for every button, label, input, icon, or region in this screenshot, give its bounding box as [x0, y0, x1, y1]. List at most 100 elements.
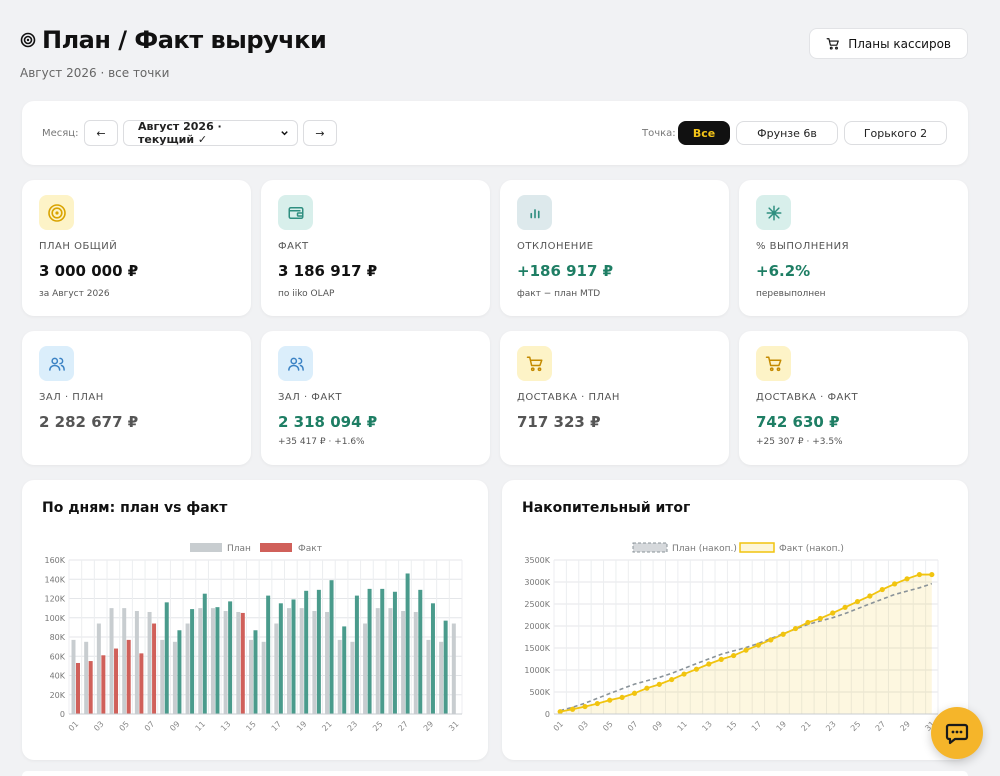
chat-icon: [945, 723, 969, 745]
bar-plan: [299, 608, 304, 714]
bar-fact: [329, 580, 334, 714]
bar-plan: [147, 611, 152, 714]
legend-label-plan: План: [227, 544, 251, 554]
bar-fact: [152, 623, 157, 714]
point-fact: [718, 656, 724, 662]
bar-fact: [177, 630, 182, 714]
month-label: Месяц:: [42, 128, 79, 139]
stat-sub: +35 417 ₽ · +1.6%: [278, 437, 365, 447]
x-tick-label: 17: [270, 719, 284, 733]
x-tick-label: 05: [117, 719, 131, 733]
stat-label: ЗАЛ · ФАКТ: [278, 392, 342, 403]
bar-fact: [443, 620, 448, 714]
y-tick-label: 100K: [44, 614, 65, 623]
y-tick-label: 500K: [529, 688, 550, 697]
stat-value: 742 630 ₽: [756, 413, 840, 431]
filter-bar: Месяц: ← Август 2026 · текущий ✓ → Точка…: [22, 101, 968, 165]
bar-plan: [274, 623, 279, 714]
point-fact: [768, 637, 774, 643]
point-fact: [644, 685, 650, 691]
x-tick-label: 19: [775, 719, 789, 733]
x-tick-label: 07: [143, 719, 157, 733]
point-tab-frunze[interactable]: Фрунзе 6в: [736, 121, 838, 145]
users-icon: [278, 346, 313, 381]
bar-fact: [126, 639, 131, 714]
bar-plan: [439, 641, 444, 714]
point-label: Точка:: [642, 128, 676, 139]
stat-card-plan-total: ПЛАН ОБЩИЙ 3 000 000 ₽ за Август 2026: [22, 180, 251, 316]
bar-fact: [88, 661, 93, 714]
bar-fact: [76, 662, 80, 714]
x-tick-label: 07: [626, 719, 640, 733]
stat-label: ДОСТАВКА · ПЛАН: [517, 392, 620, 403]
bar-fact: [228, 601, 233, 714]
x-tick-label: 05: [601, 719, 615, 733]
legend-label-fact: Факт: [298, 544, 322, 554]
bar-fact: [418, 589, 423, 714]
bar-plan: [172, 641, 177, 714]
bar-fact: [405, 573, 410, 714]
stat-value: 717 323 ₽: [517, 413, 601, 431]
stat-sub: по iiko OLAP: [278, 289, 335, 299]
y-tick-label: 120K: [44, 595, 65, 604]
point-fact: [892, 581, 898, 587]
point-fact: [743, 647, 749, 653]
point-tab-gorkogo[interactable]: Горького 2: [844, 121, 947, 145]
x-tick-label: 01: [67, 719, 81, 733]
point-fact: [780, 631, 786, 637]
x-tick-label: 15: [725, 719, 739, 733]
bar-fact: [291, 599, 296, 714]
bar-fact: [202, 593, 207, 714]
next-card-edge: [22, 771, 968, 776]
cashier-plans-button[interactable]: Планы кассиров: [809, 28, 968, 59]
stat-value: 2 282 677 ₽: [39, 413, 139, 431]
bar-plan: [185, 623, 190, 714]
cashier-plans-label: Планы кассиров: [848, 36, 951, 51]
y-tick-label: 2500K: [524, 600, 550, 609]
page-header: План / Факт выручки Август 2026 · все то…: [20, 26, 327, 80]
x-tick-label: 25: [849, 719, 863, 733]
y-tick-label: 1000K: [524, 666, 550, 675]
point-fact: [557, 709, 563, 715]
bar-plan: [350, 641, 355, 714]
bar-plan: [109, 608, 114, 714]
bar-fact: [342, 626, 347, 714]
point-fact: [607, 697, 613, 703]
y-tick-label: 3500K: [524, 556, 550, 565]
y-tick-label: 0: [545, 710, 550, 719]
x-tick-label: 21: [320, 719, 334, 733]
point-fact: [879, 586, 885, 593]
chat-button[interactable]: [931, 707, 983, 759]
bar-fact: [215, 607, 220, 714]
x-tick-label: 03: [92, 719, 106, 733]
y-tick-label: 140K: [44, 575, 65, 584]
x-tick-label: 11: [676, 719, 690, 733]
x-tick-label: 13: [219, 719, 233, 733]
bar-fact: [164, 602, 169, 714]
bar-plan: [160, 639, 165, 714]
y-tick-label: 60K: [50, 652, 66, 661]
stat-card-hall-plan: ЗАЛ · ПЛАН 2 282 677 ₽: [22, 331, 251, 465]
month-select[interactable]: Август 2026 · текущий ✓: [123, 120, 298, 146]
users-icon: [39, 346, 74, 381]
stat-sub: факт − план MTD: [517, 289, 601, 299]
daily-chart-card: По дням: план vs факт 0 20K 40K 60K 80K 100K 1…: [22, 480, 488, 760]
point-fact: [929, 571, 935, 578]
next-month-button[interactable]: →: [303, 120, 337, 146]
bar-plan: [122, 608, 127, 714]
point-fact: [681, 671, 687, 677]
prev-month-button[interactable]: ←: [84, 120, 118, 146]
point-fact: [669, 676, 675, 683]
bar-plan: [236, 611, 241, 714]
point-tab-all[interactable]: Все: [678, 121, 730, 145]
bar-plan: [134, 611, 139, 714]
bar-fact: [354, 595, 359, 714]
y-tick-label: 80K: [50, 633, 66, 642]
stat-label: ПЛАН ОБЩИЙ: [39, 241, 118, 252]
stat-card-completion: % ВЫПОЛНЕНИЯ +6.2% перевыполнен: [739, 180, 968, 316]
y-tick-label: 2000K: [524, 622, 550, 631]
stat-value: 3 000 000 ₽: [39, 262, 139, 280]
bar-fact: [392, 591, 397, 714]
bar-fact: [101, 655, 106, 714]
stat-value: 3 186 917 ₽: [278, 262, 378, 280]
